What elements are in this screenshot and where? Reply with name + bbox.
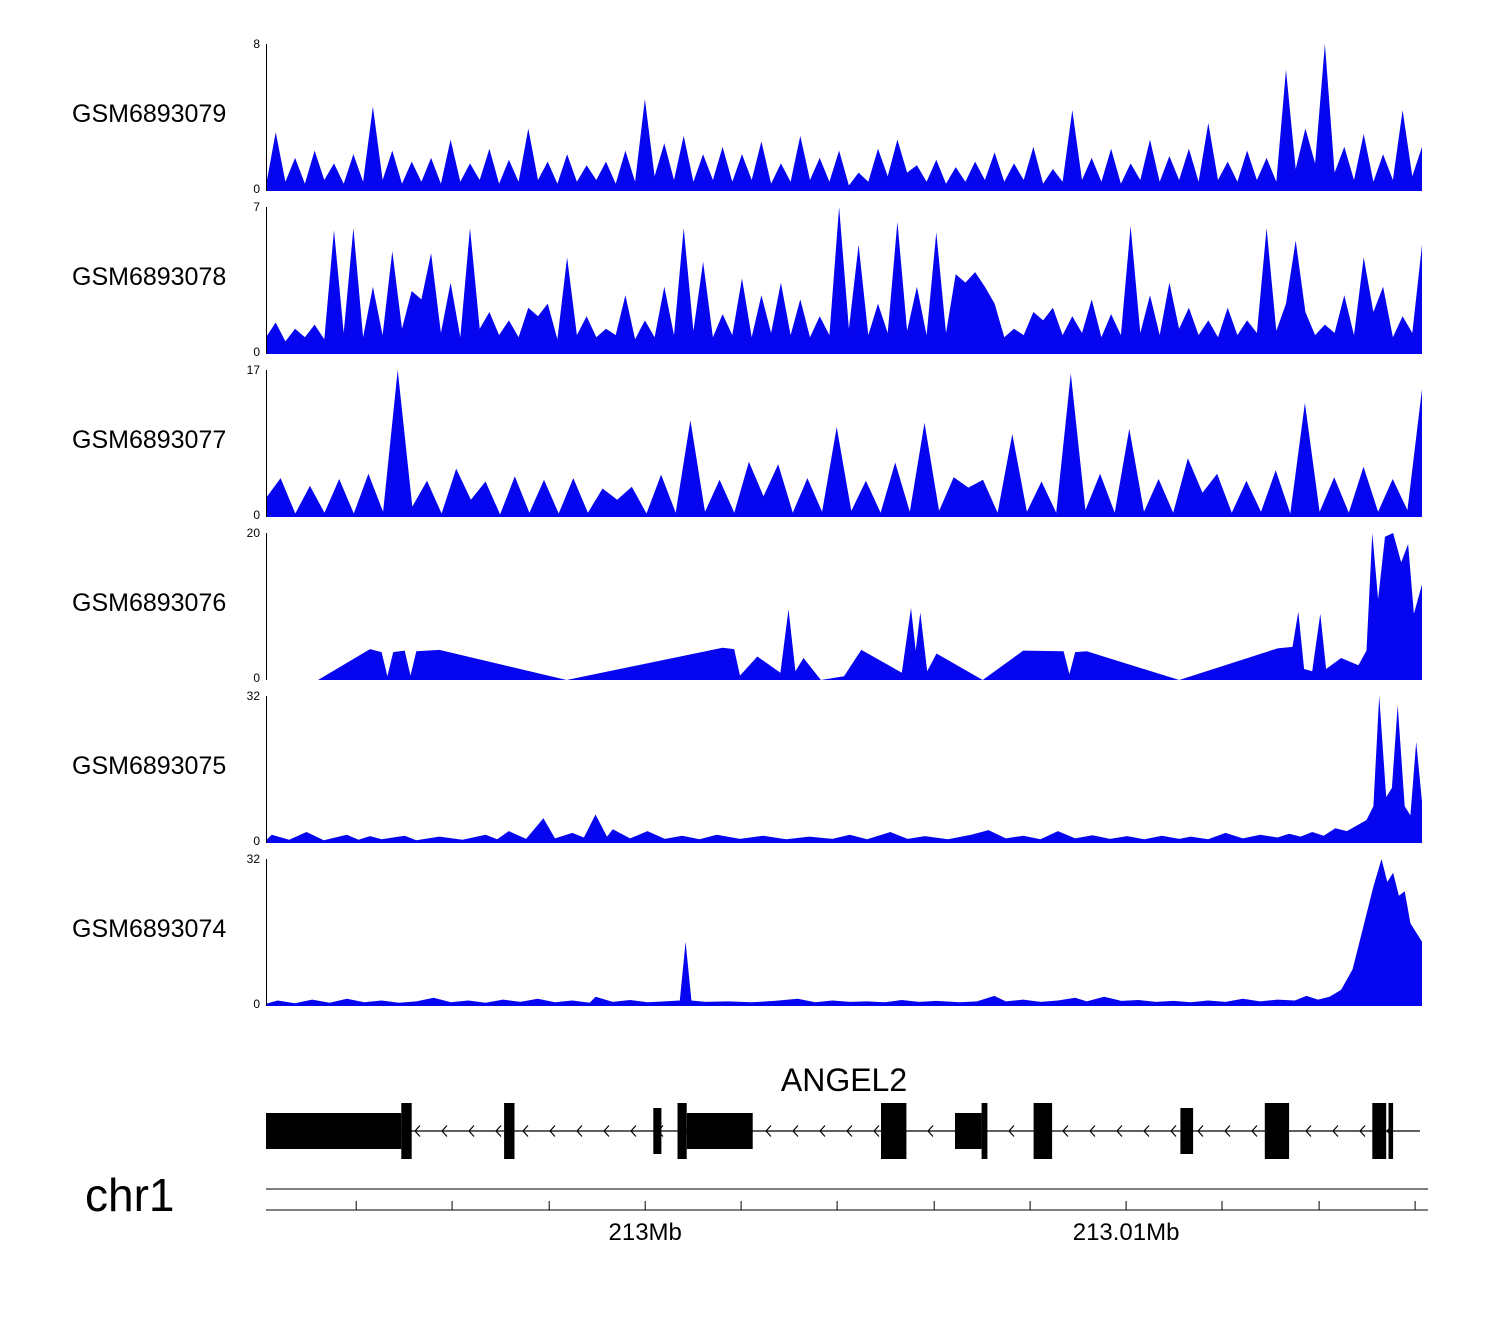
- coverage-polygon: [266, 696, 1422, 843]
- axis-tick-label: 213.01Mb: [1073, 1219, 1180, 1246]
- track-ymin-label: 0: [253, 182, 260, 196]
- strand-arrow-left-icon: [603, 1125, 610, 1137]
- track-label: GSM6893076: [72, 589, 227, 617]
- strand-arrow-left-icon: [630, 1125, 637, 1137]
- strand-arrow-left-icon: [576, 1125, 583, 1137]
- strand-arrow-left-icon: [1305, 1125, 1312, 1137]
- track-ymin-label: 0: [253, 997, 260, 1011]
- strand-arrow-left-icon: [495, 1125, 502, 1137]
- coverage-polygon: [266, 533, 1422, 680]
- exon-box: [504, 1103, 515, 1159]
- coverage-area-GSM6893077: [266, 370, 1422, 517]
- strand-arrow-left-icon: [1251, 1125, 1258, 1137]
- gene-name-label: ANGEL2: [780, 1062, 908, 1098]
- coverage-area-GSM6893074: [266, 859, 1422, 1006]
- track-ymin-label: 0: [253, 834, 260, 848]
- coverage-area-GSM6893075: [266, 696, 1422, 843]
- strand-arrow-left-icon: [819, 1125, 826, 1137]
- strand-arrow-left-icon: [468, 1125, 475, 1137]
- track-label: GSM6893077: [72, 426, 227, 454]
- track-ymax-label: 7: [253, 200, 260, 214]
- strand-arrow-left-icon: [1197, 1125, 1204, 1137]
- strand-arrow-left-icon: [765, 1125, 772, 1137]
- strand-arrow-left-icon: [1089, 1125, 1096, 1137]
- exon-box: [881, 1103, 907, 1159]
- exon-box: [955, 1113, 982, 1149]
- strand-arrow-left-icon: [1116, 1125, 1123, 1137]
- track-ymin-label: 0: [253, 508, 260, 522]
- strand-arrow-left-icon: [1008, 1125, 1015, 1137]
- strand-arrow-left-icon: [1359, 1125, 1366, 1137]
- strand-arrow-left-icon: [441, 1125, 448, 1137]
- strand-arrow-left-icon: [1170, 1125, 1177, 1137]
- track-ymax-label: 32: [246, 689, 260, 703]
- coverage-polygon: [266, 370, 1422, 517]
- exon-box: [1180, 1108, 1194, 1154]
- track-label: GSM6893074: [72, 915, 227, 943]
- track-ymax-label: 32: [246, 852, 260, 866]
- genome-axis-svg: 213Mb 213.01Mb: [266, 1188, 1428, 1246]
- exon-box: [1388, 1103, 1394, 1159]
- exon-box: [1372, 1103, 1387, 1159]
- track-label: GSM6893075: [72, 752, 227, 780]
- chromosome-label: chr1: [85, 1169, 175, 1221]
- strand-arrow-left-icon: [792, 1125, 799, 1137]
- coverage-polygon: [266, 44, 1422, 191]
- strand-arrow-left-icon: [1332, 1125, 1339, 1137]
- exon-box: [653, 1108, 662, 1154]
- exon-box: [1033, 1103, 1053, 1159]
- strand-arrow-left-icon: [1143, 1125, 1150, 1137]
- track-ymax-label: 20: [246, 526, 260, 540]
- exon-box: [686, 1113, 753, 1149]
- strand-arrow-left-icon: [1224, 1125, 1231, 1137]
- coverage-polygon: [266, 207, 1422, 354]
- strand-arrow-left-icon: [846, 1125, 853, 1137]
- strand-arrow-left-icon: [1062, 1125, 1069, 1137]
- exon-box: [266, 1113, 402, 1149]
- exon-box: [401, 1103, 412, 1159]
- coverage-polygon: [266, 859, 1422, 1006]
- track-ymax-label: 8: [253, 37, 260, 51]
- exon-box: [981, 1103, 988, 1159]
- strand-arrow-left-icon: [549, 1125, 556, 1137]
- coverage-area-GSM6893079: [266, 44, 1422, 191]
- track-ymax-label: 17: [246, 363, 260, 377]
- strand-arrow-left-icon: [927, 1125, 934, 1137]
- strand-arrow-left-icon: [522, 1125, 529, 1137]
- exon-box: [677, 1103, 687, 1159]
- exon-box: [1264, 1103, 1290, 1159]
- track-label: GSM6893078: [72, 263, 227, 291]
- coverage-area-GSM6893078: [266, 207, 1422, 354]
- track-ymin-label: 0: [253, 345, 260, 359]
- gene-model-svg: [266, 1103, 1420, 1159]
- axis-tick-label: 213Mb: [609, 1219, 682, 1246]
- strand-arrow-left-icon: [414, 1125, 421, 1137]
- track-ymin-label: 0: [253, 671, 260, 685]
- strand-arrow-left-icon: [873, 1125, 880, 1137]
- track-label: GSM6893079: [72, 100, 227, 128]
- coverage-area-GSM6893076: [266, 533, 1422, 680]
